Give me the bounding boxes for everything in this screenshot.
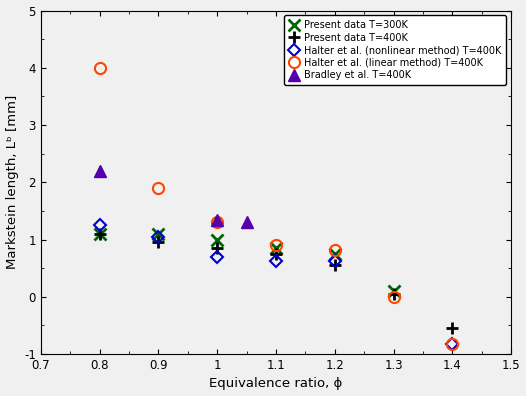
Line: Present data T=400K: Present data T=400K [94,228,459,335]
Present data T=300K [155,231,161,236]
Halter et al. (nonlinear method) T=400K [273,258,279,263]
Line: Halter et al. (nonlinear method) T=400K: Halter et al. (nonlinear method) T=400K [95,221,457,348]
Halter et al. (linear method) T=400K [96,65,103,70]
Halter et al. (linear method) T=400K [390,294,397,299]
X-axis label: Equivalence ratio, ϕ: Equivalence ratio, ϕ [209,377,342,390]
Present data T=400K [214,246,220,251]
Bradley et al. T=400K [244,220,250,225]
Halter et al. (nonlinear method) T=400K [96,223,103,228]
Bradley et al. T=400K [96,168,103,173]
Present data T=300K [214,237,220,242]
Present data T=400K [155,240,161,245]
Line: Bradley et al. T=400K: Bradley et al. T=400K [94,165,252,228]
Present data T=300K [96,231,103,236]
Halter et al. (linear method) T=400K [273,243,279,248]
Present data T=300K [331,251,338,256]
Halter et al. (linear method) T=400K [155,186,161,190]
Present data T=400K [331,263,338,268]
Halter et al. (nonlinear method) T=400K [331,259,338,264]
Present data T=400K [96,231,103,236]
Line: Halter et al. (linear method) T=400K: Halter et al. (linear method) T=400K [94,62,458,349]
Line: Present data T=300K: Present data T=300K [94,228,399,297]
Y-axis label: Markstein length, Lᵇ [mm]: Markstein length, Lᵇ [mm] [6,95,18,269]
Halter et al. (linear method) T=400K [331,248,338,252]
Halter et al. (nonlinear method) T=400K [155,234,161,239]
Halter et al. (nonlinear method) T=400K [449,341,456,346]
Halter et al. (linear method) T=400K [449,341,456,346]
Present data T=400K [390,291,397,296]
Bradley et al. T=400K [214,217,220,222]
Present data T=400K [449,326,456,331]
Present data T=300K [390,289,397,293]
Present data T=300K [273,246,279,251]
Halter et al. (nonlinear method) T=400K [214,254,220,259]
Halter et al. (linear method) T=400K [214,220,220,225]
Legend: Present data T=300K, Present data T=400K, Halter et al. (nonlinear method) T=400: Present data T=300K, Present data T=400K… [284,15,506,85]
Present data T=400K [273,251,279,256]
